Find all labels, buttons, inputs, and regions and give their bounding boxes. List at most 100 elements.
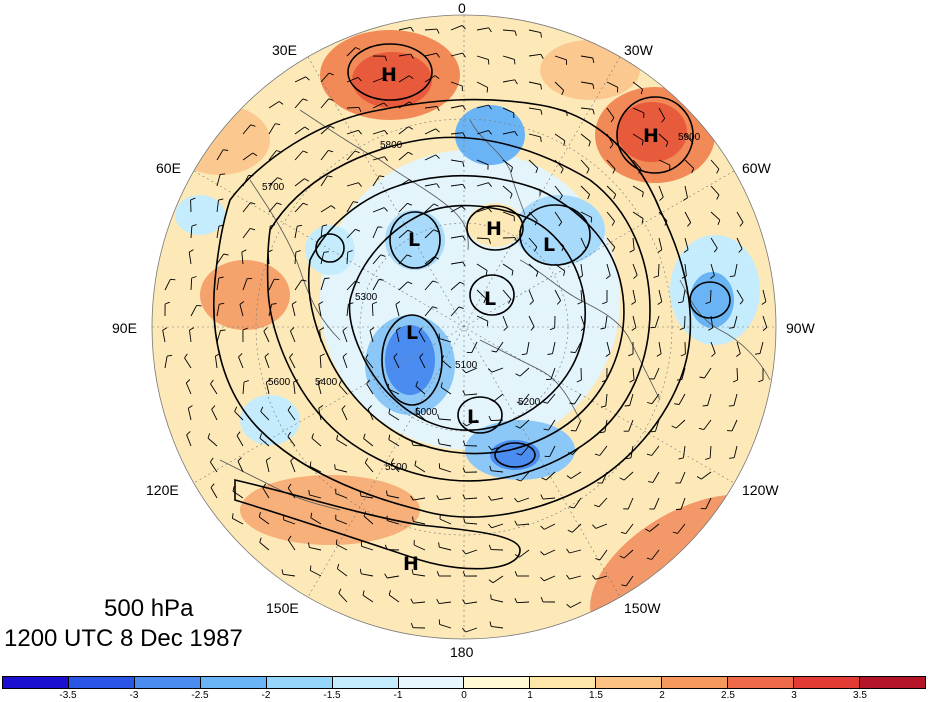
wind-barb: [710, 159, 720, 170]
wind-barb: [363, 438, 374, 447]
wind-barb-flag: [211, 405, 216, 410]
wind-barb: [294, 251, 297, 265]
wind-barb-flag: [646, 453, 652, 456]
low-center-marker: L: [484, 288, 496, 310]
wind-barb-flag: [260, 406, 264, 412]
wind-barb: [476, 237, 490, 240]
wind-barb: [398, 26, 411, 31]
wind-barb-flag: [590, 217, 593, 223]
wind-barb-flag: [262, 483, 267, 489]
wind-barb-flag: [620, 531, 626, 535]
wind-barb: [439, 338, 452, 343]
wind-barb: [736, 341, 741, 354]
wind-barb: [762, 289, 767, 302]
wind-barb: [519, 419, 530, 429]
wind-barb: [441, 359, 452, 369]
wind-barb: [580, 55, 593, 59]
wind-barb: [554, 159, 564, 170]
wind-barb-flag: [645, 528, 650, 532]
wind-barb: [398, 126, 409, 135]
wind-barb: [547, 393, 556, 404]
wind-barb-flag: [252, 152, 258, 157]
wind-barb-flag: [592, 524, 597, 529]
wind-barb-flag: [393, 353, 398, 358]
wind-barb: [570, 471, 582, 479]
wind-barb-flag: [514, 237, 518, 243]
wind-barb-flag: [612, 246, 616, 252]
contour-value-labels: 5800 5900 5700 5600 5500 5300 5400 5100 …: [262, 132, 701, 473]
colorbar-swatch: [727, 676, 794, 689]
wind-barb: [242, 202, 251, 213]
wind-barb: [491, 598, 504, 603]
wind-barb: [651, 393, 660, 404]
contour-label: 5800: [380, 140, 403, 151]
wind-barb-flag: [318, 405, 324, 409]
wind-barb: [320, 125, 331, 135]
wind-barb-flag: [437, 438, 440, 444]
wind-barb: [606, 107, 615, 119]
wind-barb-flag: [540, 597, 544, 603]
wind-barb: [337, 568, 348, 577]
wind-barb-flag: [462, 184, 466, 189]
wind-barb-flag: [355, 228, 361, 232]
wind-barb-flag: [436, 106, 440, 112]
wind-barb: [502, 263, 514, 271]
wind-barb: [398, 179, 410, 187]
wind-barb-flag: [383, 207, 388, 212]
wind-barb-flag: [462, 368, 467, 374]
wind-barb: [369, 330, 374, 343]
wind-barb-flag: [310, 512, 313, 518]
wind-barb: [526, 341, 530, 354]
wind-barb-flag: [234, 406, 238, 412]
wind-barb-flag: [567, 452, 573, 455]
wind-barb-flag: [302, 202, 308, 206]
wind-barb: [675, 419, 686, 429]
wind-barb-flag: [547, 353, 553, 355]
wind-barb: [289, 357, 296, 369]
wind-barb-flag: [462, 235, 466, 241]
wind-barb-flag: [629, 249, 635, 253]
wind-barb-flag: [210, 483, 215, 488]
wind-barb: [572, 445, 582, 455]
wind-barb-flag: [486, 87, 489, 93]
wind-barb: [210, 487, 218, 499]
wind-barb-flag: [656, 353, 662, 357]
wind-barb-flag: [489, 398, 494, 402]
colorbar-tick-label: 2: [659, 690, 665, 701]
wind-barb: [528, 133, 541, 138]
wind-barb: [528, 263, 539, 273]
wind-barb-flag: [323, 251, 329, 253]
wind-barb-flag: [567, 529, 573, 533]
wind-barb-flag: [558, 221, 563, 227]
wind-barb-flag: [543, 428, 549, 431]
wind-barb: [413, 497, 426, 501]
wind-barb-flag: [540, 54, 544, 59]
wind-barb: [632, 263, 638, 276]
wind-barb-flag: [259, 433, 263, 439]
wind-barb-flag: [409, 101, 414, 106]
wind-barb-flag: [302, 150, 308, 154]
wind-barb-flag: [530, 326, 535, 331]
longitude-label: 30W: [624, 42, 653, 58]
wind-barb: [362, 594, 374, 603]
wind-barb-flag: [646, 402, 653, 405]
wind-barb: [580, 289, 583, 303]
wind-barb-flag: [674, 403, 680, 405]
wind-barb: [342, 330, 348, 343]
colorbar-swatch: [331, 676, 398, 689]
wind-barb-flag: [354, 150, 360, 154]
wind-barb-flag: [563, 140, 566, 146]
wind-barb-flag: [408, 126, 414, 130]
wind-barb: [424, 229, 435, 239]
wind-barb: [658, 289, 663, 302]
wind-barb: [684, 185, 688, 198]
wind-barb-flag: [291, 301, 297, 305]
wind-barb: [413, 573, 426, 577]
wind-barb-flag: [433, 203, 439, 207]
wind-barb: [595, 575, 608, 580]
wind-barb-flag: [191, 224, 197, 227]
wind-barb: [216, 253, 225, 265]
wind-barb-flag: [462, 52, 466, 58]
longitude-label: 120E: [146, 482, 179, 498]
contour-label: 5900: [678, 132, 701, 143]
